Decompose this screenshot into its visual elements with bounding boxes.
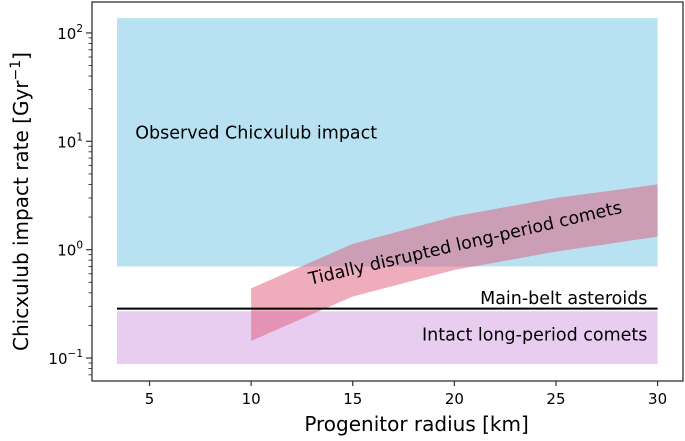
x-tick-label: 20 [445, 390, 464, 408]
x-tick-label: 15 [343, 390, 362, 408]
y-tick-label: 102 [57, 23, 83, 43]
region-intact-long-period-comets [116, 311, 658, 365]
plot-frame [91, 1, 684, 382]
y-axis-label: Chicxulub impact rate [Gyr−1] [8, 52, 33, 351]
y-tick-label: 100 [57, 240, 83, 260]
y-tick-label: 10−1 [48, 348, 83, 368]
x-tick-label: 5 [145, 390, 155, 408]
x-tick-label: 10 [242, 390, 261, 408]
annotation-intact-long-period-comets: Intact long-period comets [422, 326, 647, 346]
x-axis-label: Progenitor radius [km] [304, 412, 528, 436]
y-tick-label: 101 [57, 131, 83, 151]
x-tick-label: 30 [648, 390, 667, 408]
x-tick-label: 25 [546, 390, 565, 408]
band-tidally-disrupted [251, 184, 658, 341]
annotation-main-belt-asteroids: Main-belt asteroids [480, 289, 647, 309]
annotation-observed-chicxulub-impact: Observed Chicxulub impact [135, 124, 377, 144]
